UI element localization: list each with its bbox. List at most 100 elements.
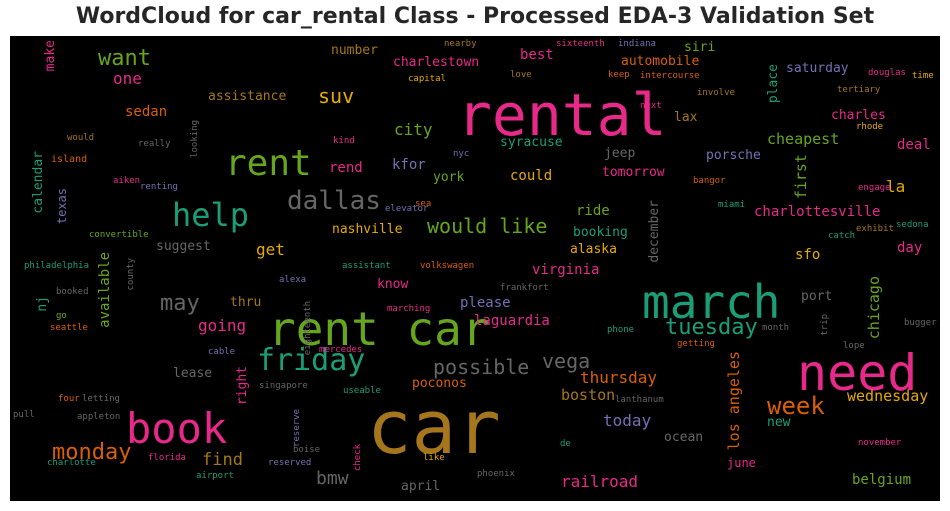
word-useable: useable bbox=[343, 386, 381, 396]
word-florida: florida bbox=[148, 453, 186, 463]
word-sfo: sfo bbox=[795, 247, 821, 263]
word-could: could bbox=[510, 168, 553, 184]
word-catch: catch bbox=[828, 231, 856, 241]
word-saturday: saturday bbox=[786, 61, 849, 76]
word-sea: sea bbox=[415, 199, 432, 209]
word-would-like: would like bbox=[427, 214, 548, 238]
word-phoenix: phoenix bbox=[477, 469, 515, 479]
word-june: june bbox=[727, 456, 756, 470]
word-kfor: kfor bbox=[392, 157, 426, 173]
word-booking: booking bbox=[573, 225, 628, 240]
word-convertible: convertible bbox=[89, 230, 149, 240]
word-month: month bbox=[762, 323, 790, 333]
word-new: new bbox=[767, 415, 791, 430]
word-island: island bbox=[51, 154, 88, 165]
word-phone: phone bbox=[607, 325, 635, 335]
word-letting: letting bbox=[82, 394, 120, 404]
word-booked: booked bbox=[56, 287, 89, 297]
word-bmw: bmw bbox=[316, 468, 349, 489]
word-charlottesville: charlottesville bbox=[754, 204, 881, 220]
word-eighteenth: eighteenth bbox=[303, 301, 313, 356]
word-singapore: singapore bbox=[259, 381, 308, 391]
word-belgium: belgium bbox=[852, 472, 912, 488]
word-make: make bbox=[43, 40, 58, 72]
word-county: county bbox=[126, 258, 136, 291]
word-suggest: suggest bbox=[156, 239, 211, 254]
word-thru: thru bbox=[230, 295, 262, 310]
word-lease: lease bbox=[173, 366, 213, 381]
word-texas: texas bbox=[55, 188, 69, 225]
word-march: march bbox=[642, 275, 781, 329]
word-rent-car: rent car bbox=[268, 302, 490, 356]
word-bangor: bangor bbox=[693, 176, 726, 186]
word-december: december bbox=[647, 200, 662, 263]
word-like: like bbox=[423, 453, 445, 463]
word-want: want bbox=[98, 46, 151, 71]
word-ocean: ocean bbox=[664, 430, 704, 445]
word-reserve: reserve bbox=[292, 409, 302, 447]
word-seattle: seattle bbox=[50, 323, 88, 333]
word-automobile: automobile bbox=[621, 54, 700, 69]
word-sedan: sedan bbox=[125, 104, 168, 120]
word-indiana: indiana bbox=[618, 39, 656, 49]
word-available: available bbox=[97, 252, 113, 328]
word-syracuse: syracuse bbox=[500, 135, 563, 150]
word-next: next bbox=[640, 101, 662, 111]
word-may: may bbox=[160, 291, 200, 316]
word-need: need bbox=[797, 344, 918, 402]
word-book: book bbox=[126, 404, 228, 453]
word-cheapest: cheapest bbox=[767, 130, 840, 148]
word-kind: kind bbox=[333, 136, 355, 146]
word-go: go bbox=[56, 311, 67, 321]
word-appleton: appleton bbox=[77, 412, 121, 422]
word-calendar: calendar bbox=[31, 151, 46, 214]
word-volkswagen: volkswagen bbox=[420, 261, 475, 271]
word-four: four bbox=[58, 394, 80, 404]
word-tuesday: tuesday bbox=[665, 315, 758, 340]
word-capital: capital bbox=[408, 74, 446, 84]
word-bugger: bugger bbox=[904, 318, 937, 328]
word-going: going bbox=[198, 316, 247, 335]
word-elevator: elevator bbox=[385, 204, 429, 214]
word-alaska: alaska bbox=[570, 242, 617, 257]
word-would: would bbox=[67, 133, 95, 143]
word-jeep: jeep bbox=[604, 146, 636, 161]
word-getting: getting bbox=[677, 339, 715, 349]
word-time: time bbox=[912, 71, 934, 81]
word-know: know bbox=[377, 277, 409, 292]
word-virginia: virginia bbox=[532, 262, 600, 278]
word-place: place bbox=[766, 64, 781, 104]
word-cloud-canvas: car rental rent car need march book rent… bbox=[10, 36, 940, 501]
word-help: help bbox=[172, 196, 250, 234]
word-tertiary: tertiary bbox=[837, 85, 881, 95]
word-please: please bbox=[460, 295, 511, 311]
word-la: la bbox=[886, 177, 906, 196]
word-lax: lax bbox=[674, 110, 698, 125]
word-check: check bbox=[353, 444, 363, 472]
word-first: first bbox=[792, 154, 810, 200]
word-philadelphia: philadelphia bbox=[24, 261, 90, 271]
word-rent: rent bbox=[225, 143, 312, 184]
word-laguardia: laguardia bbox=[474, 313, 550, 329]
word-really: really bbox=[138, 139, 171, 149]
word-frankfort: frankfort bbox=[500, 283, 549, 293]
word-monday: monday bbox=[52, 440, 132, 465]
word-today: today bbox=[603, 411, 652, 430]
word-lope: lope bbox=[843, 341, 865, 351]
word-rental: rental bbox=[457, 81, 667, 149]
word-nearby: nearby bbox=[444, 39, 477, 49]
word-right: right bbox=[235, 366, 250, 406]
word-chicago: chicago bbox=[865, 276, 883, 340]
word-day: day bbox=[897, 240, 923, 256]
word-exhibit: exhibit bbox=[856, 224, 894, 234]
word-possible: possible bbox=[433, 355, 530, 379]
word-alexa: alexa bbox=[279, 275, 307, 285]
word-boise: boise bbox=[293, 445, 321, 455]
word-vega: vega bbox=[542, 349, 591, 373]
word-engage: engage bbox=[858, 183, 891, 193]
word-find: find bbox=[202, 450, 243, 470]
word-dallas: dallas bbox=[287, 186, 381, 216]
word-porsche: porsche bbox=[706, 148, 761, 163]
word-assistant: assistant bbox=[342, 261, 391, 271]
word-november: november bbox=[858, 438, 902, 448]
